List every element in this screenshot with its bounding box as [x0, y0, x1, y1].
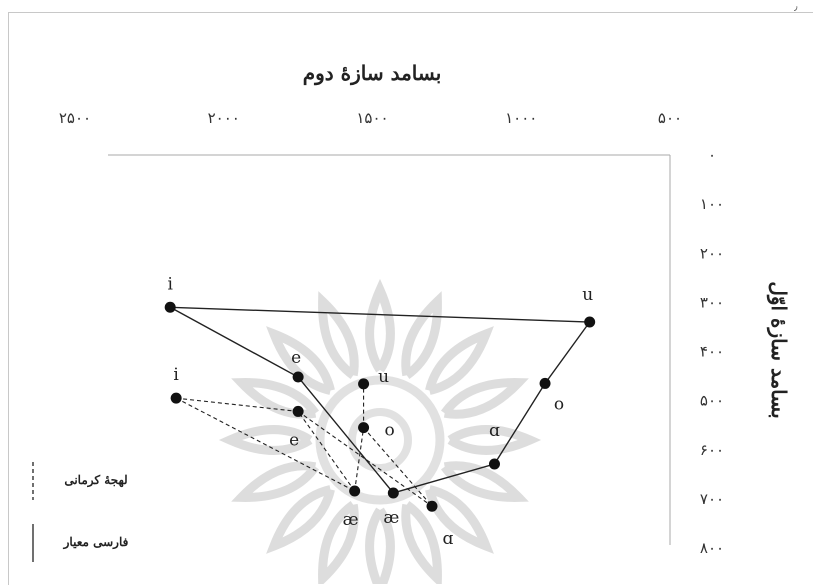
- series-line-kermani: [297, 411, 356, 492]
- y-tick-labels: ۰ ۱۰۰ ۲۰۰ ۳۰۰ ۴۰۰ ۵۰۰ ۶۰۰ ۷۰۰ ۸۰۰: [700, 146, 724, 557]
- watermark-ring: [315, 375, 445, 505]
- x-tick-labels: ۵۰۰ ۱۰۰۰ ۱۵۰۰ ۲۰۰۰ ۲۵۰۰: [59, 109, 682, 127]
- y-tick-label: ۰: [708, 146, 716, 164]
- data-point-standard: [539, 377, 551, 389]
- y-tick-label: ۸۰۰: [700, 539, 724, 557]
- watermark-petal: [365, 507, 395, 584]
- watermark-petal: [318, 500, 359, 584]
- watermark-petal: [318, 291, 359, 380]
- vowel-label: i: [167, 274, 173, 294]
- y-tick-label: ۴۰۰: [700, 343, 724, 361]
- data-point-kermani: [349, 485, 361, 497]
- watermark-ring: [348, 408, 412, 472]
- watermark-rosette: [218, 278, 542, 584]
- series-line-standard: [169, 306, 591, 494]
- series-line-kermani: [354, 427, 365, 492]
- legend-label: لهجهٔ کرمانی: [64, 473, 127, 488]
- data-point-standard: [164, 301, 176, 313]
- data-point-standard: [488, 458, 500, 470]
- y-tick-label: ۱۰۰: [700, 195, 724, 213]
- series-lines: [169, 306, 591, 507]
- y-tick-label: ۷۰۰: [700, 490, 724, 508]
- watermark-petal: [365, 278, 395, 373]
- vowel-labels: i e æ ɑ o u i e æ ɑ o u: [167, 274, 593, 549]
- vowel-label: ɑ: [489, 421, 500, 441]
- legend-label: فارسی معیار: [63, 535, 129, 550]
- series-line-standard-closing: [170, 306, 590, 323]
- y-tick-label: ۳۰۰: [700, 293, 724, 311]
- watermark-petal: [231, 461, 320, 502]
- watermark-petal: [440, 461, 529, 502]
- x-tick-label: ۲۰۰۰: [208, 109, 240, 127]
- series-line-kermani: [363, 427, 433, 507]
- series-line-kermani: [175, 397, 355, 492]
- corner-mark: ٫: [794, 0, 798, 13]
- y-tick-label: ۲۰۰: [700, 244, 724, 262]
- data-point-kermani: [170, 392, 182, 404]
- vowel-label: e: [289, 430, 299, 450]
- vowel-label: æ: [343, 510, 359, 530]
- legend: لهجهٔ کرمانی فارسی معیار: [32, 462, 129, 562]
- watermark-petal: [266, 326, 335, 395]
- data-point-standard: [584, 316, 596, 328]
- y-tick-label: ۵۰۰: [700, 392, 724, 410]
- data-point-kermani: [292, 405, 304, 417]
- watermark-petal: [401, 500, 442, 584]
- x-tick-label: ۲۵۰۰: [59, 109, 91, 127]
- data-point-standard: [387, 487, 399, 499]
- x-tick-label: ۱۵۰۰: [356, 109, 388, 127]
- y-tick-label: ۶۰۰: [700, 441, 724, 459]
- series-points: [164, 301, 596, 512]
- figure-frame: [8, 12, 813, 585]
- vowel-label: o: [554, 394, 564, 414]
- watermark-petal: [425, 485, 494, 554]
- watermark-petal: [401, 291, 442, 380]
- x-tick-label: ۵۰۰: [658, 109, 682, 127]
- data-point-kermani: [358, 422, 370, 434]
- vowel-label: æ: [383, 508, 399, 528]
- vowel-label: i: [173, 365, 179, 385]
- watermark-petal: [425, 326, 494, 395]
- x-tick-label: ۱۰۰۰: [505, 109, 537, 127]
- watermark-petal: [266, 485, 335, 554]
- vowel-label: o: [384, 421, 394, 441]
- data-point-kermani: [426, 500, 438, 512]
- data-point-kermani: [358, 378, 370, 390]
- vowel-label: ɑ: [443, 529, 454, 549]
- x-axis-title: بسامد سازهٔ دوم: [303, 61, 442, 86]
- data-point-standard: [292, 371, 304, 383]
- watermark-petal: [231, 378, 320, 419]
- vowel-label: u: [582, 285, 593, 305]
- watermark-petal: [447, 425, 542, 455]
- watermark-petal: [440, 378, 529, 419]
- y-axis-title: بسامد سازهٔ اوّل: [766, 281, 791, 418]
- vowel-label: u: [378, 367, 389, 387]
- series-line-kermani: [297, 410, 433, 507]
- watermark-petal: [218, 425, 313, 455]
- vowel-label: e: [291, 348, 301, 368]
